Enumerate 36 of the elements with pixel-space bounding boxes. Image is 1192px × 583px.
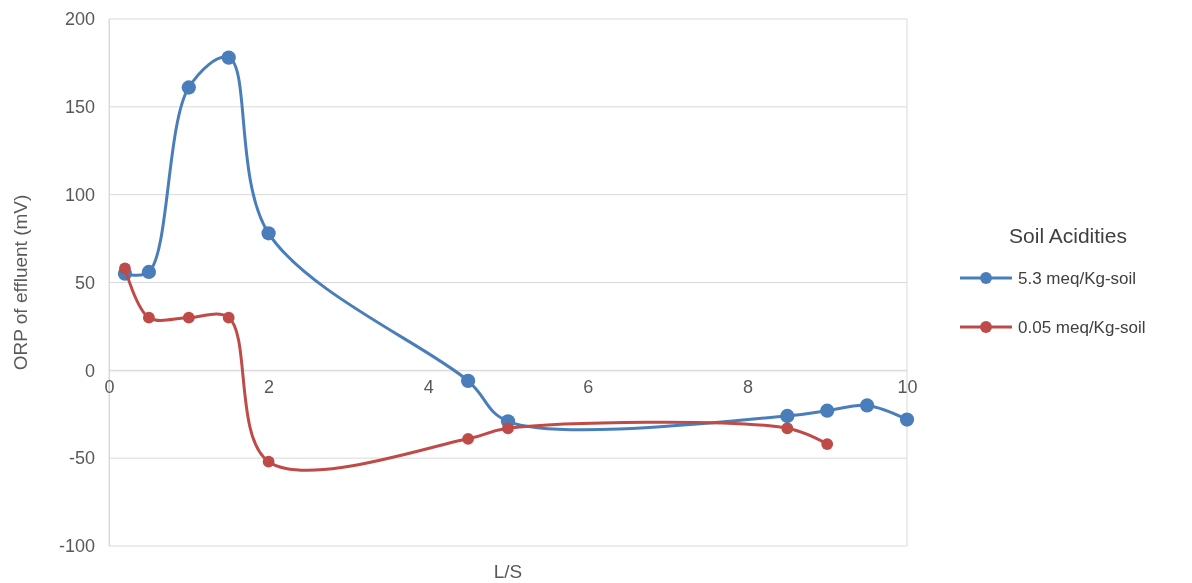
point <box>820 403 835 418</box>
point <box>899 412 915 427</box>
y-axis-title: ORP of effluent (mV) <box>10 194 31 371</box>
y-tick-label: -100 <box>58 536 95 557</box>
point <box>182 311 195 324</box>
point <box>460 373 476 388</box>
point <box>262 455 275 468</box>
point <box>221 50 236 65</box>
x-tick-label: 2 <box>264 377 275 398</box>
x-tick-label: 0 <box>104 377 115 398</box>
y-tick-label: 100 <box>64 184 95 205</box>
point <box>859 398 875 413</box>
x-tick-label: 8 <box>742 377 753 398</box>
y-tick-label: -50 <box>68 448 95 469</box>
legend-title: Soil Acidities <box>1009 224 1127 247</box>
legend-label: 5.3 meq/Kg-soil <box>1018 269 1137 288</box>
point <box>821 438 834 451</box>
point <box>780 408 795 424</box>
point <box>119 262 131 275</box>
y-tick-label: 150 <box>64 97 95 118</box>
point <box>222 311 235 324</box>
point <box>502 422 514 435</box>
point <box>462 432 475 445</box>
point <box>781 422 794 435</box>
point <box>261 226 276 241</box>
point <box>181 80 196 95</box>
x-axis-title: L/S <box>493 561 523 582</box>
x-tick-label: 6 <box>583 377 594 398</box>
point <box>142 311 155 324</box>
legend-label: 0.05 meq/Kg-soil <box>1018 318 1146 337</box>
y-tick-label: 0 <box>84 360 95 381</box>
y-tick-label: 50 <box>74 272 95 293</box>
x-tick-label: 4 <box>423 377 434 398</box>
y-tick-label: 200 <box>64 9 95 30</box>
point <box>141 264 157 280</box>
x-tick-label: 10 <box>897 377 918 398</box>
